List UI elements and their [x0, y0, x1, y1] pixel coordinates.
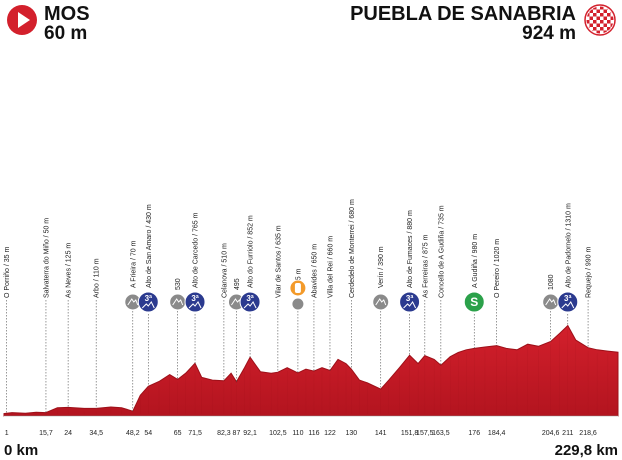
climb-category-text: 3ª [246, 294, 253, 303]
waypoint-label: Alto de Padornelo / 1310 m [565, 203, 572, 288]
x-tick-label: 102,5 [269, 430, 287, 437]
x-tick-label: 211 [562, 430, 573, 437]
waypoint-label: A Gudiña / 980 m [472, 234, 479, 288]
mountain-icon [375, 298, 387, 306]
start-town: MOS [44, 3, 90, 25]
point-marker [372, 293, 390, 311]
finish-flag-icon [584, 4, 616, 36]
x-tick-label: 15,7 [39, 430, 53, 437]
waypoint-label: Villa del Rei / 660 m [327, 236, 334, 298]
waypoint-label: Verín / 390 m [378, 246, 385, 288]
x-tick-label: 82,3 [217, 430, 231, 437]
mountain-icon [127, 298, 139, 306]
mountain-icon [188, 301, 202, 309]
waypoint-label: A Frieira / 70 m [130, 240, 137, 288]
climb-category-text: 3ª [191, 294, 198, 303]
waypoint-label: Concello de A Gudiña / 735 m [438, 205, 445, 298]
marker-altitude-label: 1080 [548, 274, 555, 290]
x-tick-label: 116 [308, 430, 319, 437]
point-marker [291, 297, 305, 311]
waypoint-label: Alto de Fumaces / 880 m [407, 210, 414, 288]
start-location-icon [7, 5, 37, 35]
x-tick-label: 176 [468, 430, 480, 437]
point-marker [169, 293, 187, 311]
x-tick-label: 130 [346, 430, 358, 437]
x-tick-label: 1 [5, 430, 9, 437]
x-tick-label: 204,6 [542, 430, 560, 437]
x-tick-label: 24 [64, 430, 72, 437]
waypoint-label: Alto de San Amaro / 430 m [146, 204, 153, 288]
mountain-icon [403, 301, 417, 309]
x-tick-label: 54 [144, 430, 152, 437]
x-tick-label: 34,5 [89, 430, 103, 437]
finish-town: PUEBLA DE SANABRIA [350, 3, 576, 25]
waypoint-label: Cerdedelo de Monterrei / 680 m [349, 199, 356, 298]
bottle-icon [294, 283, 301, 293]
waypoint-label: Vilar de Santos / 635 m [275, 225, 282, 298]
start-altitude: 60 m [44, 23, 88, 44]
mountain-icon [243, 301, 257, 309]
marker-altitude-label: 530 [175, 278, 182, 290]
waypoint-label: As Ferreiras / 875 m [422, 234, 429, 298]
waypoint-label: Alto de Carcedo / 765 m [193, 212, 200, 288]
sprint-badge [463, 291, 485, 313]
x-tick-label: 151,8 [401, 430, 419, 437]
elevation-area [3, 324, 619, 417]
point-marker [542, 293, 560, 311]
x-tick-label: 184,4 [488, 430, 506, 437]
climb-category-text: 3ª [564, 294, 571, 303]
distance-axis [4, 416, 618, 424]
x-tick-label: 110 [292, 430, 303, 437]
sprint-badge-text: S [470, 295, 478, 309]
climb-category-text: 3ª [406, 294, 413, 303]
mountain-icon [172, 298, 184, 306]
x-tick-label: 65 [174, 430, 182, 437]
mountain-icon [545, 298, 557, 306]
start-distance: 0 km [4, 442, 39, 459]
waypoint-label: O Pereiro / 1020 m [494, 239, 501, 298]
x-tick-label: 141 [375, 430, 387, 437]
x-tick-label: 87 [233, 430, 241, 437]
waypoint-label: Abavides / 650 m [311, 244, 318, 298]
finish-altitude: 924 m [522, 23, 576, 44]
climb-category-text: 3ª [145, 294, 152, 303]
mountain-icon [561, 301, 575, 309]
x-tick-label: 48,2 [126, 430, 140, 437]
x-tick-label: 71,5 [188, 430, 202, 437]
finish-distance: 229,8 km [554, 442, 618, 459]
waypoint-label: Celanova / 510 m [221, 243, 228, 298]
waypoint-label: O Porriño / 35 m [4, 246, 11, 298]
mountain-icon [141, 301, 155, 309]
marker-altitude-label: 495 [234, 278, 241, 290]
x-tick-label: 157,5 [416, 430, 434, 437]
waypoint-label: As Neves / 125 m [66, 243, 73, 298]
waypoint-label: Arbo / 110 m [94, 258, 101, 298]
waypoint-label: Requejo / 990 m [586, 246, 593, 298]
x-tick-label: 163,5 [432, 430, 450, 437]
x-tick-label: 92,1 [243, 430, 257, 437]
waypoint-label: Salvaterra do Miño / 50 m [43, 218, 50, 298]
waypoint-label: Alto do Furriolo / 852 m [248, 215, 255, 288]
x-tick-label: 122 [324, 430, 336, 437]
x-tick-label: 218,6 [579, 430, 597, 437]
waypoint-label: 625 m [295, 268, 302, 288]
